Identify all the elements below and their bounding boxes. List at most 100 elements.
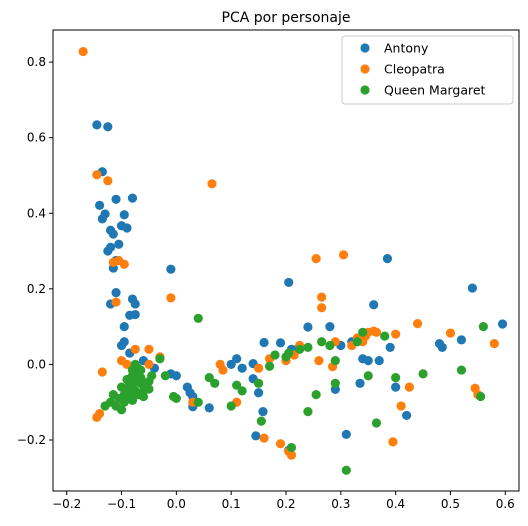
y-tick-label: 0.0 — [27, 357, 46, 371]
point-queen-margaret-67 — [418, 369, 428, 379]
point-cleopatra-47 — [391, 329, 401, 339]
point-antony-27 — [116, 340, 127, 351]
point-queen-margaret-69 — [476, 391, 486, 402]
point-antony-14 — [105, 242, 116, 252]
point-queen-margaret-39 — [193, 313, 203, 323]
point-antony-5 — [97, 214, 107, 224]
point-antony-12 — [108, 229, 118, 239]
point-queen-margaret-22 — [116, 382, 127, 392]
point-cleopatra-26 — [275, 439, 286, 449]
x-tick-label: −0.1 — [107, 497, 136, 511]
point-antony-53 — [325, 322, 335, 332]
point-antony-62 — [374, 356, 384, 366]
point-antony-22 — [130, 299, 140, 309]
axis-ticks: −0.2 −0.1 0.0 0.1 0.2 0.3 0.4 0.5 0.6 −0.2 0.0 0.2 0… — [17, 55, 515, 511]
point-queen-margaret-62 — [358, 327, 368, 337]
point-cleopatra-1 — [92, 170, 102, 180]
point-queen-margaret-31 — [138, 391, 149, 402]
point-queen-margaret-52 — [295, 344, 305, 354]
point-cleopatra-11 — [95, 408, 105, 419]
point-antony-44 — [251, 431, 261, 441]
point-queen-margaret-64 — [371, 418, 382, 428]
point-antony-60 — [363, 356, 373, 366]
point-antony-48 — [284, 277, 294, 288]
x-tick-label: 0.6 — [496, 497, 515, 511]
point-antony-18 — [166, 264, 176, 274]
point-antony-10 — [122, 223, 132, 233]
point-antony-38 — [226, 359, 236, 370]
point-cleopatra-46 — [388, 437, 398, 447]
point-queen-margaret-17 — [144, 384, 154, 394]
point-queen-margaret-70 — [478, 322, 488, 332]
point-antony-71 — [497, 319, 508, 329]
point-cleopatra-35 — [317, 303, 327, 313]
point-queen-margaret-47 — [264, 361, 275, 371]
point-cleopatra-33 — [314, 356, 324, 366]
chart-title: PCA por personaje — [222, 10, 351, 26]
point-cleopatra-6 — [111, 297, 121, 307]
legend: Antony Cleopatra Queen Margaret — [341, 35, 514, 105]
x-tick-label: −0.2 — [52, 497, 81, 511]
point-cleopatra-0 — [78, 46, 88, 57]
series-antony — [92, 120, 508, 455]
point-antony-52 — [303, 322, 313, 332]
point-antony-66 — [402, 410, 412, 421]
point-antony-46 — [259, 337, 269, 348]
point-queen-margaret-28 — [108, 390, 118, 400]
point-queen-margaret-65 — [380, 331, 390, 341]
point-queen-margaret-44 — [237, 386, 247, 396]
point-queen-margaret-55 — [311, 390, 321, 400]
point-cleopatra-4 — [119, 259, 129, 269]
point-antony-45 — [258, 407, 268, 417]
point-queen-margaret-66 — [391, 373, 401, 383]
point-antony-24 — [130, 309, 140, 320]
point-queen-margaret-51 — [286, 442, 297, 453]
point-cleopatra-54 — [489, 339, 499, 349]
point-queen-margaret-41 — [210, 378, 220, 388]
point-antony-25 — [119, 322, 129, 332]
point-antony-15 — [114, 239, 124, 249]
y-tick-label: 0.8 — [27, 55, 46, 69]
point-queen-margaret-32 — [127, 395, 138, 405]
point-antony-6 — [111, 194, 121, 204]
point-antony-69 — [456, 335, 467, 345]
point-cleopatra-5 — [108, 257, 118, 267]
point-cleopatra-8 — [207, 179, 217, 189]
point-queen-margaret-33 — [136, 365, 146, 375]
point-queen-margaret-68 — [456, 365, 467, 375]
point-queen-margaret-24 — [119, 397, 129, 407]
x-tick-label: 0.5 — [441, 497, 460, 511]
point-queen-margaret-38 — [193, 397, 203, 407]
point-antony-47 — [275, 338, 286, 348]
x-tick-label: 0.3 — [331, 497, 350, 511]
point-antony-7 — [119, 210, 129, 220]
point-antony-58 — [355, 378, 365, 388]
point-queen-margaret-29 — [100, 401, 110, 411]
point-queen-margaret-61 — [352, 337, 362, 347]
y-tick-label: 0.2 — [27, 282, 46, 296]
point-cleopatra-21 — [218, 365, 228, 375]
point-queen-margaret-40 — [204, 373, 214, 383]
point-antony-56 — [341, 429, 351, 439]
point-antony-37 — [204, 403, 214, 413]
x-tick-label: 0.2 — [276, 497, 295, 511]
point-cleopatra-14 — [130, 344, 140, 354]
point-antony-43 — [253, 388, 264, 398]
y-tick-label: −0.2 — [17, 433, 46, 447]
point-queen-margaret-37 — [171, 393, 181, 404]
point-queen-margaret-21 — [122, 374, 132, 385]
legend-label: Queen Margaret — [384, 83, 486, 98]
point-queen-margaret-34 — [155, 354, 165, 364]
point-queen-margaret-46 — [256, 416, 266, 426]
x-tick-label: 0.0 — [167, 497, 186, 511]
point-cleopatra-49 — [404, 382, 414, 392]
point-queen-margaret-53 — [303, 407, 313, 417]
point-cleopatra-50 — [412, 319, 423, 329]
point-queen-margaret-8 — [136, 373, 146, 383]
x-tick-label: 0.1 — [222, 497, 241, 511]
point-antony-32 — [171, 371, 181, 381]
point-antony-3 — [95, 200, 105, 210]
y-tick-label: 0.4 — [27, 206, 46, 220]
legend-items: Antony Cleopatra Queen Margaret — [360, 41, 486, 98]
point-queen-margaret-50 — [284, 348, 294, 358]
